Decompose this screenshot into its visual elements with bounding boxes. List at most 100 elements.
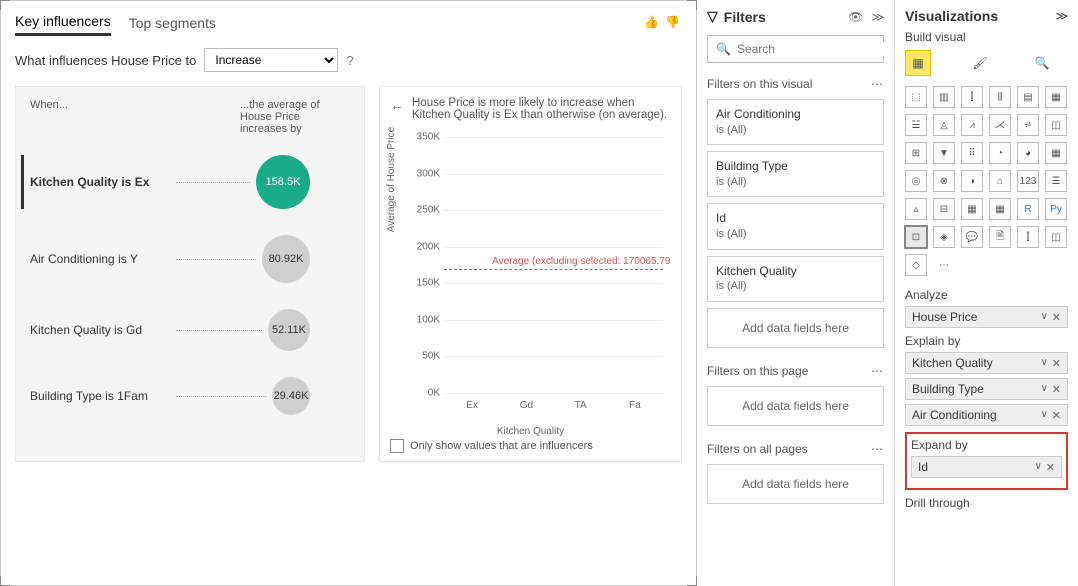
viz-type-icon[interactable]: ⩫ <box>1017 114 1039 136</box>
influencer-label: Building Type is 1Fam <box>30 389 170 403</box>
viz-type-icon[interactable]: ▦ <box>961 198 983 220</box>
viz-type-icon[interactable]: ⋌ <box>989 114 1011 136</box>
viz-type-icon[interactable]: ⫿ <box>961 86 983 108</box>
search-input[interactable] <box>737 42 892 56</box>
avg-line-label: Average (excluding selected: 170065.79 <box>492 256 670 267</box>
viz-type-icon[interactable]: ▦ <box>1045 142 1067 164</box>
direction-select[interactable]: Increase <box>204 48 338 72</box>
chevron-down-icon[interactable]: ∨ <box>1040 409 1047 422</box>
chart-ylabel: Average of House Price <box>386 127 397 232</box>
influencer-row[interactable]: Building Type is 1Fam 29.46K <box>30 377 350 415</box>
viz-type-icon[interactable]: 💬 <box>961 226 983 248</box>
viz-type-icon[interactable]: 🗎 <box>989 226 1011 248</box>
filters-visual-heading: Filters on this visual <box>707 77 812 91</box>
filter-card[interactable]: Idis (All) <box>707 203 884 249</box>
filter-search[interactable]: 🔍 <box>707 35 884 63</box>
build-visual-mode[interactable]: ▦ <box>905 50 931 76</box>
viz-type-icon[interactable]: ◇ <box>905 254 927 276</box>
filters-page-heading: Filters on this page <box>707 364 808 378</box>
viz-type-icon[interactable]: ◑ <box>961 170 983 192</box>
tab-top-segments[interactable]: Top segments <box>129 15 216 35</box>
viz-type-icon[interactable]: ⊟ <box>933 198 955 220</box>
remove-field-icon[interactable]: ✕ <box>1052 409 1061 422</box>
only-influencers-checkbox[interactable]: Only show values that are influencers <box>390 439 671 453</box>
viz-type-icon[interactable]: ⊡ <box>905 226 927 248</box>
chevron-down-icon[interactable]: ∨ <box>1040 383 1047 396</box>
viz-type-icon[interactable]: R <box>1017 198 1039 220</box>
viz-type-icon[interactable]: ◫ <box>1045 226 1067 248</box>
viz-type-icon[interactable]: 123 <box>1017 170 1039 192</box>
explain-field-well[interactable]: Building Type∨✕ <box>905 378 1068 400</box>
chart-xlabel: Kitchen Quality <box>390 426 671 437</box>
analyze-field-well[interactable]: House Price ∨✕ <box>905 306 1068 328</box>
viz-type-icon[interactable]: ◬ <box>933 114 955 136</box>
analytics-mode[interactable]: 🔍 <box>1029 50 1055 76</box>
viz-type-icon[interactable]: ▦ <box>989 198 1011 220</box>
key-influencers-visual: Key influencers Top segments 👍 👎 What in… <box>0 0 697 586</box>
expand-icon[interactable]: ≫ <box>1055 9 1068 23</box>
tab-key-influencers[interactable]: Key influencers <box>15 13 111 36</box>
visualizations-pane: Visualizations ≫ Build visual ▦ 🖌 🔍 ⬚▥⫿⫼… <box>895 0 1078 586</box>
viz-type-icon[interactable]: ⫿ <box>1017 226 1039 248</box>
remove-field-icon[interactable]: ✕ <box>1052 311 1061 324</box>
viz-type-icon[interactable]: ☰ <box>1045 170 1067 192</box>
influencer-row[interactable]: Air Conditioning is Y 80.92K <box>30 235 350 283</box>
viz-type-icon[interactable]: ◈ <box>933 226 955 248</box>
remove-field-icon[interactable]: ✕ <box>1052 357 1061 370</box>
add-visual-filter[interactable]: Add data fields here <box>707 308 884 348</box>
field-name: Kitchen Quality <box>912 356 993 370</box>
filter-card[interactable]: Kitchen Qualityis (All) <box>707 256 884 302</box>
more-viz-icon[interactable]: ⋯ <box>933 254 955 276</box>
viz-type-icon[interactable]: ▤ <box>1017 86 1039 108</box>
remove-field-icon[interactable]: ✕ <box>1052 383 1061 396</box>
explain-field-well[interactable]: Air Conditioning∨✕ <box>905 404 1068 426</box>
checkbox-icon[interactable] <box>390 439 404 453</box>
viz-type-icon[interactable]: ⠿ <box>961 142 983 164</box>
analyze-label: Analyze <box>905 288 1068 302</box>
influencer-row[interactable]: Kitchen Quality is Ex 158.5K <box>21 155 350 209</box>
viz-type-icon[interactable]: ⩘ <box>961 114 983 136</box>
viz-type-icon[interactable]: Py <box>1045 198 1067 220</box>
help-icon[interactable]: ? <box>346 53 353 68</box>
viz-type-icon[interactable]: ⊞ <box>905 142 927 164</box>
expand-field-well[interactable]: Id ∨✕ <box>911 456 1062 478</box>
filter-field-name: Building Type <box>716 158 875 175</box>
more-icon[interactable]: ⋯ <box>871 77 884 91</box>
viz-type-icon[interactable]: ◎ <box>905 170 927 192</box>
viz-type-icon[interactable]: ◕ <box>1017 142 1039 164</box>
format-visual-mode[interactable]: 🖌 <box>967 50 993 76</box>
viz-type-icon[interactable]: ◫ <box>1045 114 1067 136</box>
explain-field-well[interactable]: Kitchen Quality ∨ ✕ <box>905 352 1068 374</box>
filters-pane: ▽Filters 👁 ≫ 🔍 Filters on this visual⋯ A… <box>697 0 895 586</box>
chevron-down-icon[interactable]: ∨ <box>1040 311 1047 324</box>
thumbs-down-icon[interactable]: 👎 <box>665 15 680 29</box>
back-arrow-icon[interactable]: ← <box>390 97 404 113</box>
expand-icon[interactable]: ≫ <box>871 10 884 24</box>
influencer-row[interactable]: Kitchen Quality is Gd 52.11K <box>30 309 350 351</box>
chevron-down-icon[interactable]: ∨ <box>1040 357 1047 370</box>
eye-icon[interactable]: 👁 <box>848 10 863 24</box>
remove-field-icon[interactable]: ✕ <box>1046 461 1055 474</box>
viz-type-icon[interactable]: ⊗ <box>933 170 955 192</box>
viz-type-icon[interactable]: ▼ <box>933 142 955 164</box>
more-icon[interactable]: ⋯ <box>871 364 884 378</box>
add-page-filter[interactable]: Add data fields here <box>707 386 884 426</box>
filter-card[interactable]: Building Typeis (All) <box>707 151 884 197</box>
viz-type-icon[interactable]: ☱ <box>905 114 927 136</box>
filter-card[interactable]: Air Conditioningis (All) <box>707 99 884 145</box>
viz-type-icon[interactable]: ⬚ <box>905 86 927 108</box>
add-all-filter[interactable]: Add data fields here <box>707 464 884 504</box>
viz-type-gallery: ⬚ ▥ ⫿ ⫼ ▤ ▦ ☱ ◬ ⩘ ⋌ ⩫ ◫ ⊞ ▼ ⠿ ◔ ◕ ▦ ◎ ⊗ ◑ ⌂ 123 ☰ ▵ ⊟ ▦ ▦ R Py ⊡ ◈ 💬 🗎 ⫿ ◫ ◇… <box>905 86 1068 276</box>
more-icon[interactable]: ⋯ <box>871 442 884 456</box>
viz-type-icon[interactable]: ◔ <box>989 142 1011 164</box>
viz-type-icon[interactable]: ▵ <box>905 198 927 220</box>
filter-value: is (All) <box>716 175 875 190</box>
influencer-label: Kitchen Quality is Ex <box>30 175 170 189</box>
chevron-down-icon[interactable]: ∨ <box>1034 461 1041 474</box>
viz-type-icon[interactable]: ▥ <box>933 86 955 108</box>
expand-label: Expand by <box>911 438 1062 452</box>
viz-type-icon[interactable]: ⫼ <box>989 86 1011 108</box>
viz-type-icon[interactable]: ▦ <box>1045 86 1067 108</box>
viz-type-icon[interactable]: ⌂ <box>989 170 1011 192</box>
thumbs-up-icon[interactable]: 👍 <box>644 15 659 29</box>
